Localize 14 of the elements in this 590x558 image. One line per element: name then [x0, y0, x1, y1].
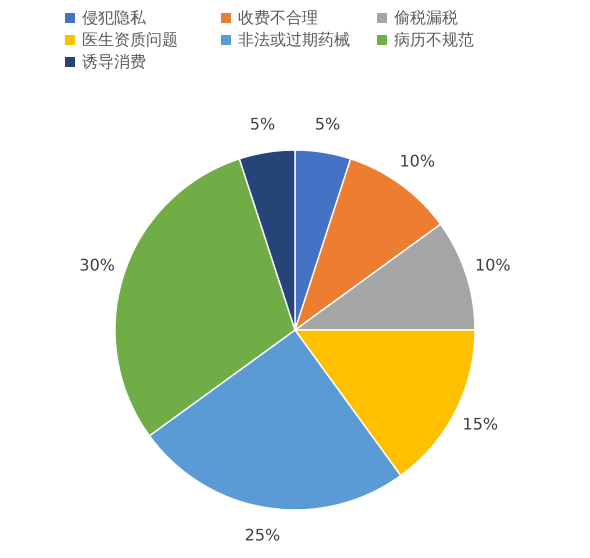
legend-label: 非法或过期药械 — [238, 30, 350, 49]
data-label: 5% — [314, 114, 340, 134]
data-label: 15% — [462, 414, 498, 434]
data-label: 25% — [244, 525, 280, 544]
legend-label: 诱导消费 — [82, 52, 146, 71]
legend-label: 偷税漏税 — [394, 8, 458, 27]
legend-label: 收费不合理 — [238, 8, 318, 27]
data-label: 10% — [399, 152, 436, 171]
data-label: 10% — [475, 256, 511, 275]
data-label: 30% — [79, 256, 115, 275]
legend-label: 医生资质问题 — [82, 30, 178, 49]
data-label: 5% — [250, 114, 276, 134]
legend-label: 侵犯隐私 — [82, 8, 147, 27]
legend-label: 病历不规范 — [394, 30, 474, 49]
